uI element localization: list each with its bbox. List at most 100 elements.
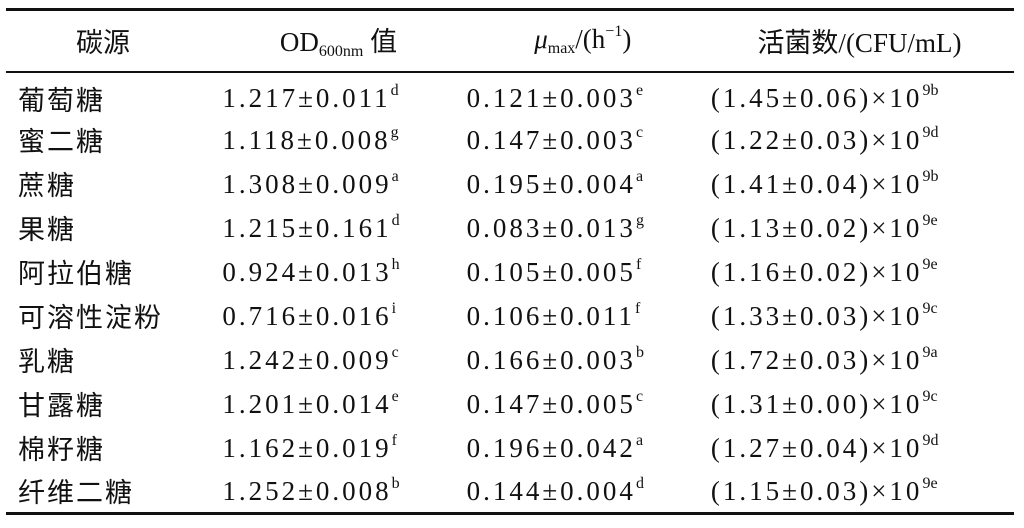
- table-row: 甘露糖 1.201±0.014e 0.147±0.005c (1.31±0.00)×1…: [6, 382, 1014, 426]
- mu-cell: 0.195±0.004a: [461, 162, 705, 206]
- cfu-cell: (1.31±0.00)×109c: [705, 382, 1014, 426]
- cfu-value: (1.15±0.03)×10: [710, 475, 923, 506]
- od-superscript: g: [390, 123, 399, 141]
- od-value: 1.118±0.008: [222, 124, 391, 155]
- mu-superscript: a: [635, 167, 644, 185]
- od-superscript: a: [391, 167, 399, 185]
- header-text: 值: [363, 27, 398, 58]
- header-sub: max: [547, 40, 576, 58]
- mu-superscript: f: [634, 299, 641, 317]
- od-cell: 1.118±0.008g: [216, 118, 460, 162]
- mu-superscript: a: [635, 431, 644, 449]
- od-cell: 1.217±0.011d: [216, 72, 460, 118]
- od-superscript: b: [391, 474, 400, 492]
- cfu-cell: (1.72±0.03)×109a: [705, 338, 1014, 382]
- cfu-value: (1.31±0.00)×10: [710, 388, 923, 419]
- source-cell: 蔗糖: [18, 171, 76, 201]
- mu-superscript: b: [635, 343, 644, 361]
- od-superscript: e: [391, 387, 399, 405]
- header-text: /(h: [575, 24, 606, 55]
- cfu-superscript: 9d: [922, 123, 939, 141]
- mu-cell: 0.106±0.011f: [461, 294, 705, 338]
- mu-value: 0.166±0.003: [466, 344, 636, 375]
- data-table: 碳源 OD600nm 值 μmax/(h−1) 活菌数/(CFU/mL) 葡萄糖…: [6, 8, 1014, 515]
- cfu-cell: (1.13±0.02)×109e: [705, 206, 1014, 250]
- mu-cell: 0.105±0.005f: [461, 250, 705, 294]
- od-value: 0.716±0.016: [222, 300, 392, 331]
- header-text: ): [622, 24, 632, 55]
- table-row: 蔗糖 1.308±0.009a 0.195±0.004a (1.41±0.04)×10…: [6, 162, 1014, 206]
- cfu-cell: (1.15±0.03)×109e: [705, 470, 1014, 514]
- table-row: 棉籽糖 1.162±0.019f 0.196±0.042a (1.27±0.04)×1…: [6, 426, 1014, 470]
- mu-value: 0.105±0.005: [466, 256, 636, 287]
- mu-value: 0.147±0.005: [466, 388, 636, 419]
- od-cell: 1.308±0.009a: [216, 162, 460, 206]
- header-cell: 活菌数/(CFU/mL): [757, 28, 962, 59]
- od-superscript: h: [391, 255, 400, 273]
- mu-cell: 0.121±0.003e: [461, 72, 705, 118]
- table-row: 可溶性淀粉 0.716±0.016i 0.106±0.011f (1.33±0.03)…: [6, 294, 1014, 338]
- source-cell: 纤维二糖: [18, 478, 134, 509]
- mu-superscript: d: [635, 474, 644, 492]
- od-value: 1.162±0.019: [222, 432, 392, 463]
- cfu-superscript: 9e: [922, 211, 938, 229]
- mu-superscript: g: [635, 211, 644, 229]
- source-cell: 阿拉伯糖: [18, 259, 134, 289]
- mu-value: 0.121±0.003: [466, 83, 636, 113]
- od-cell: 1.201±0.014e: [216, 382, 460, 426]
- header-cell: μmax/(h−1): [461, 10, 705, 72]
- mu-value: 0.144±0.004: [466, 475, 636, 506]
- cfu-value: (1.13±0.02)×10: [710, 212, 923, 243]
- cfu-superscript: 9c: [922, 299, 938, 317]
- mu-value: 0.147±0.003: [466, 124, 636, 155]
- od-value: 1.217±0.011: [222, 83, 391, 113]
- cfu-value: (1.16±0.02)×10: [710, 256, 923, 287]
- cfu-value: (1.41±0.04)×10: [710, 168, 923, 199]
- od-cell: 0.716±0.016i: [216, 294, 460, 338]
- mu-cell: 0.166±0.003b: [461, 338, 705, 382]
- od-superscript: f: [391, 431, 397, 449]
- mu-value: 0.106±0.011: [466, 300, 635, 331]
- table-row: 纤维二糖 1.252±0.008b 0.144±0.004d (1.15±0.03)×…: [6, 470, 1014, 514]
- od-value: 1.242±0.009: [222, 344, 392, 375]
- od-value: 1.308±0.009: [222, 168, 392, 199]
- source-cell: 果糖: [18, 215, 76, 245]
- od-cell: 1.215±0.161d: [216, 206, 460, 250]
- cfu-superscript: 9c: [922, 387, 938, 405]
- cfu-value: (1.72±0.03)×10: [710, 344, 923, 375]
- header-sub: 600nm: [318, 43, 364, 61]
- cfu-value: (1.45±0.06)×10: [710, 83, 923, 113]
- header-text: μ: [534, 24, 548, 55]
- source-cell: 棉籽糖: [18, 435, 105, 465]
- mu-cell: 0.147±0.005c: [461, 382, 705, 426]
- mu-cell: 0.144±0.004d: [461, 470, 705, 514]
- table-row: 蜜二糖 1.118±0.008g 0.147±0.003c (1.22±0.03)×1…: [6, 118, 1014, 162]
- od-value: 0.924±0.013: [222, 256, 392, 287]
- table-row: 葡萄糖 1.217±0.011d 0.121±0.003e (1.45±0.06)×1…: [6, 72, 1014, 118]
- od-superscript: d: [391, 211, 400, 229]
- source-cell: 甘露糖: [18, 391, 105, 421]
- header-row: 碳源 OD600nm 值 μmax/(h−1) 活菌数/(CFU/mL): [6, 9, 1014, 72]
- header-sup: −1: [605, 23, 623, 41]
- source-cell: 可溶性淀粉: [18, 303, 163, 333]
- cfu-value: (1.33±0.03)×10: [710, 300, 923, 331]
- mu-superscript: e: [635, 82, 644, 99]
- cfu-superscript: 9a: [922, 343, 938, 361]
- table-body: 葡萄糖 1.217±0.011d 0.121±0.003e (1.45±0.06)×1…: [6, 72, 1014, 514]
- cfu-value: (1.22±0.03)×10: [710, 124, 923, 155]
- cfu-value: (1.27±0.04)×10: [710, 432, 923, 463]
- cfu-cell: (1.41±0.04)×109b: [705, 162, 1014, 206]
- od-cell: 1.242±0.009c: [216, 338, 460, 382]
- cfu-cell: (1.16±0.02)×109e: [705, 250, 1014, 294]
- table-header: 碳源 OD600nm 值 μmax/(h−1) 活菌数/(CFU/mL): [6, 9, 1014, 72]
- cfu-cell: (1.45±0.06)×109b: [705, 72, 1014, 118]
- cfu-superscript: 9b: [922, 167, 939, 185]
- cfu-cell: (1.27±0.04)×109d: [705, 426, 1014, 470]
- od-value: 1.252±0.008: [222, 475, 392, 506]
- cfu-superscript: 9b: [922, 82, 939, 99]
- cfu-superscript: 9e: [922, 474, 938, 492]
- od-superscript: i: [391, 299, 397, 317]
- mu-cell: 0.147±0.003c: [461, 118, 705, 162]
- od-superscript: c: [391, 343, 399, 361]
